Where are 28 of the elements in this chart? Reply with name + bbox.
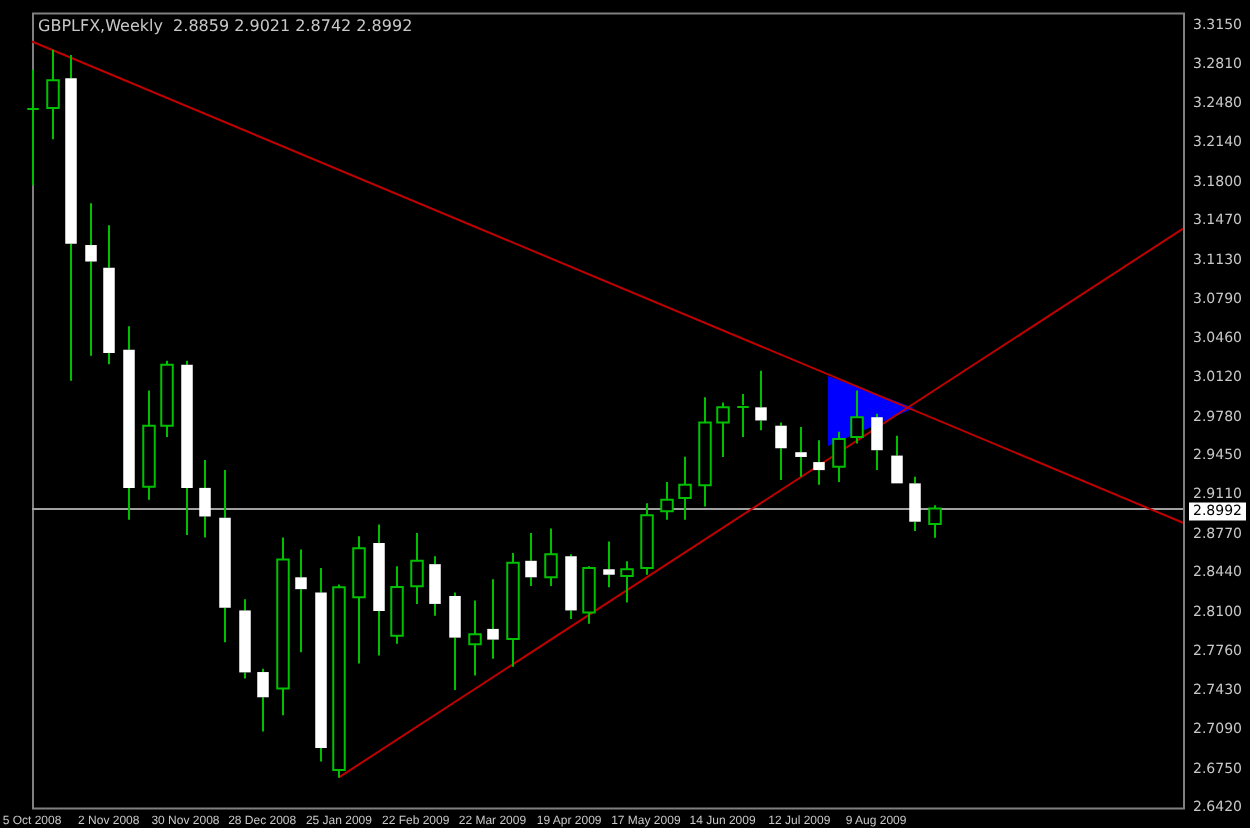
candlestick (871, 412, 883, 472)
candlestick (181, 359, 193, 536)
candlestick (755, 369, 767, 432)
candlestick (565, 553, 577, 621)
candlestick (65, 53, 77, 382)
candlestick (103, 224, 115, 366)
candlestick (373, 523, 385, 657)
candlestick (219, 469, 231, 644)
candlestick (239, 598, 251, 680)
candlestick (315, 567, 327, 763)
candlestick (123, 325, 135, 521)
candlestick (813, 439, 825, 486)
chart-title: GBPLFX,Weekly 2.8859 2.9021 2.8742 2.8992 (38, 16, 413, 35)
candlestick (909, 475, 921, 533)
candlestick (295, 548, 307, 654)
candlestick (199, 459, 211, 539)
candlestick (449, 591, 461, 691)
candlestick (85, 202, 97, 357)
candlestick (891, 434, 903, 484)
candlestick (429, 555, 441, 617)
candlestick (26, 68, 40, 187)
candlestick (487, 578, 499, 660)
candlestick (257, 667, 269, 733)
candlestick (775, 421, 787, 481)
candlestick (795, 426, 807, 478)
candlestick (736, 392, 750, 439)
candlestick (525, 532, 537, 588)
candlestick (603, 540, 615, 589)
